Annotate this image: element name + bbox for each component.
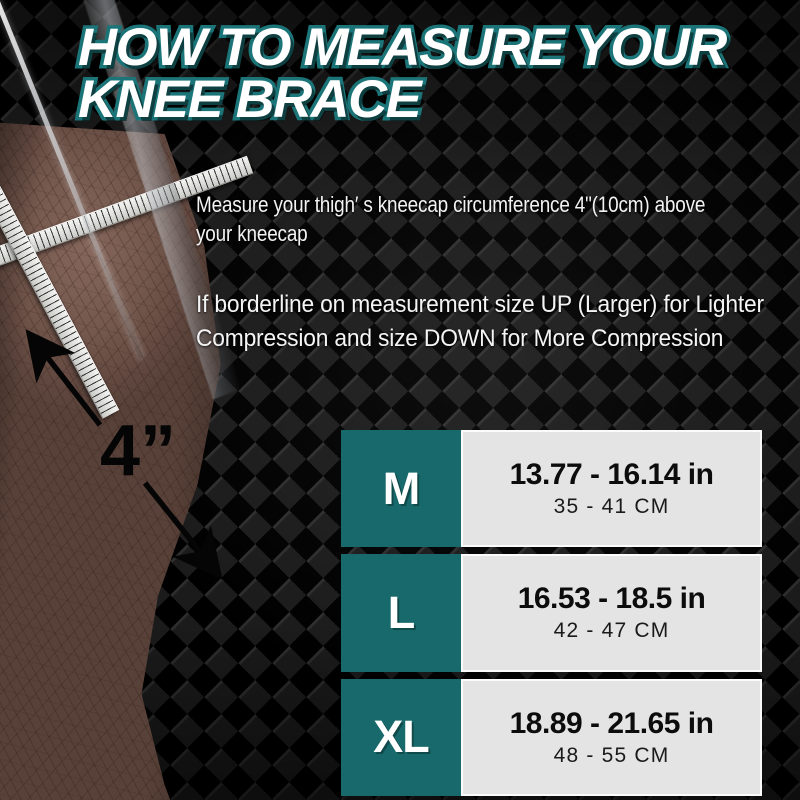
- size-chart-table: M 13.77 - 16.14 in 35 - 41 CM L 16.53 - …: [341, 430, 762, 796]
- value-centimeters: 48 - 55 CM: [553, 743, 670, 767]
- value-inches: 18.89 - 21.65 in: [509, 706, 714, 740]
- size-value-m: 13.77 - 16.14 in 35 - 41 CM: [461, 430, 762, 548]
- value-inches: 13.77 - 16.14 in: [509, 458, 714, 492]
- table-row: L 16.53 - 18.5 in 42 - 47 CM: [341, 554, 762, 672]
- size-label-l: L: [341, 554, 461, 672]
- size-value-l: 16.53 - 18.5 in 42 - 47 CM: [461, 554, 762, 672]
- size-label-m: M: [341, 430, 461, 548]
- size-value-xl: 18.89 - 21.65 in 48 - 55 CM: [461, 678, 762, 796]
- value-inches: 16.53 - 18.5 in: [517, 582, 706, 616]
- four-inch-annotation: 4”: [0, 320, 280, 590]
- distance-label: 4”: [100, 411, 176, 491]
- table-row: XL 18.89 - 21.65 in 48 - 55 CM: [341, 678, 762, 796]
- instruction-paragraph-1: Measure your thigh′ s kneecap circumfere…: [196, 192, 706, 247]
- value-centimeters: 42 - 47 CM: [553, 619, 670, 643]
- page-title: HOW TO MEASURE YOUR KNEE BRACE: [74, 18, 730, 130]
- table-row: M 13.77 - 16.14 in 35 - 41 CM: [341, 430, 762, 548]
- distance-arrow-icon: 4”: [25, 329, 223, 580]
- instruction-paragraph-2: If borderline on measurement size UP (La…: [196, 291, 764, 353]
- value-centimeters: 35 - 41 CM: [553, 495, 670, 519]
- size-label-xl: XL: [341, 678, 461, 796]
